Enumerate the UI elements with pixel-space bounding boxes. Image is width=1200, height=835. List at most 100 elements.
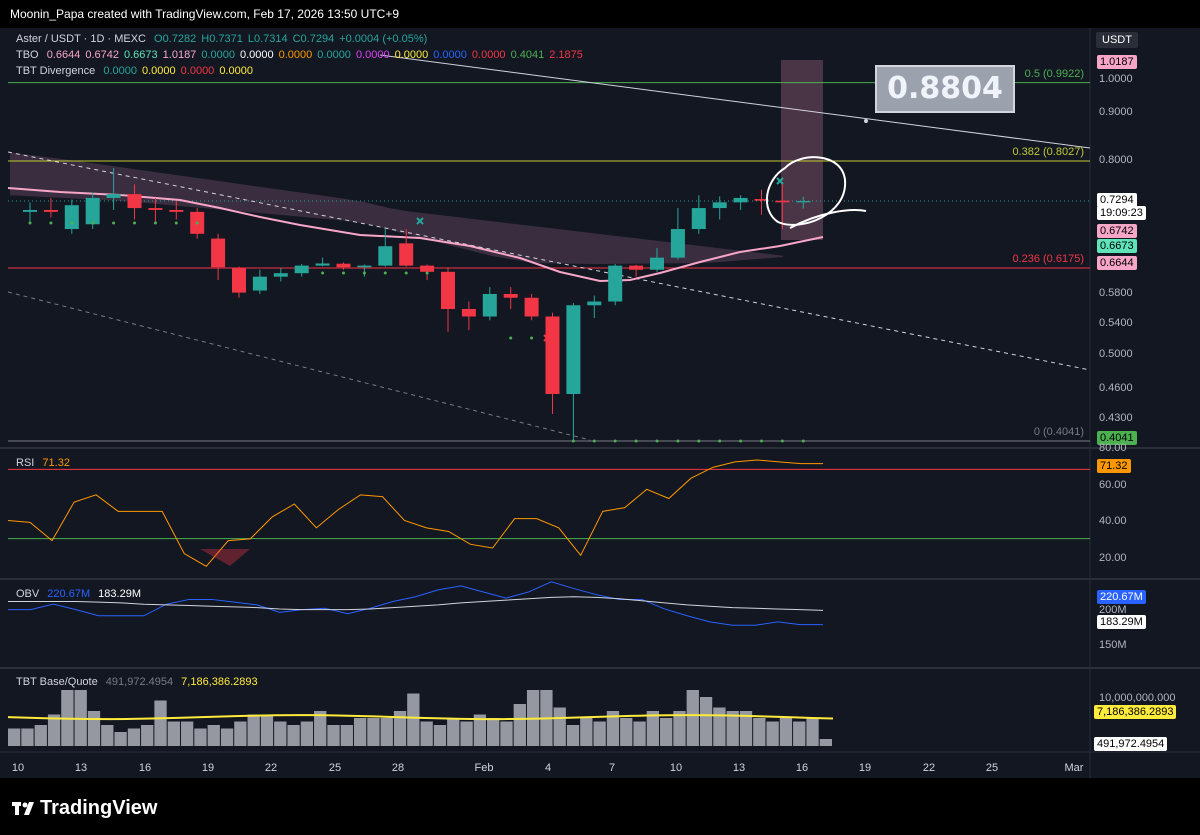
bq-price-label-1: 491,972.4954 (1094, 737, 1168, 751)
volume-bar-49 (660, 718, 673, 746)
candle-body-30 (650, 257, 664, 270)
volume-bar-28 (380, 718, 393, 746)
price-label-5: 0.6644 (1097, 256, 1137, 270)
volume-bar-15 (207, 725, 220, 746)
price-axis-label-3: 0.5800 (1099, 287, 1133, 299)
trendline-resistance (379, 54, 1091, 149)
x-axis-label-0: 10 (11, 762, 25, 774)
volume-bar-61 (819, 739, 832, 746)
volume-bar-13 (180, 721, 194, 746)
price-label-1: 0.7294 (1097, 193, 1137, 207)
bottom-dot-30 (655, 439, 659, 443)
tbo-legend[interactable]: TBO 0.6644 0.6742 0.6673 1.0187 0.0000 0.0000… (16, 49, 593, 61)
obv-legend[interactable]: OBV 220.67M 183.29M (16, 588, 146, 600)
tbo-value-6: 0.0000 (278, 49, 313, 61)
tbo-values: 0.6644 0.6742 0.6673 1.0187 0.0000 0.0000 0.00… (47, 49, 588, 61)
fib-label-1: 0.382 (0.8027) (1012, 146, 1084, 158)
x-axis-label-7: Feb (474, 762, 494, 774)
tbo-value-10: 0.0000 (433, 49, 467, 61)
volume-bar-21 (287, 725, 300, 746)
signal-x-green-1 (416, 217, 424, 225)
support-dot-8 (195, 221, 199, 225)
fib-label-2: 0.236 (0.6175) (1012, 253, 1084, 265)
ohlc-values: O0.7282 H0.7371 L0.7314 C0.7294 +0.0004 (+0.… (154, 33, 432, 45)
candle-body-26 (566, 305, 581, 394)
x-axis-label-14: 22 (922, 762, 936, 774)
symbol-title: Aster / USDT · 1D · MEXC (16, 33, 146, 45)
volume-bar-2 (34, 725, 47, 746)
tbtd-value-3: 0.0000 (219, 65, 253, 77)
currency-badge[interactable]: USDT (1096, 32, 1138, 48)
support-dot-16 (530, 336, 534, 340)
bq-name: TBT Base/Quote (16, 676, 98, 688)
volume-bar-25 (340, 725, 353, 746)
volume-bar-31 (420, 721, 433, 746)
x-axis-label-1: 13 (74, 762, 88, 774)
x-axis-label-10: 10 (669, 762, 683, 774)
obv-value-2: 183.29M (98, 588, 141, 600)
candle-body-36 (775, 200, 790, 203)
volume-bar-23 (314, 711, 327, 746)
volume-bar-9 (127, 728, 141, 746)
tbo-value-8: 0.0000 (355, 49, 390, 61)
chart-canvas[interactable] (0, 0, 1200, 778)
obv-price-label-2: 183.29M (1097, 615, 1146, 629)
candle-body-4 (106, 194, 121, 198)
candle-body-1 (43, 209, 58, 212)
obv-price-label-1: 220.67M (1097, 590, 1146, 604)
candle-body-34 (733, 197, 748, 203)
obv-name: OBV (16, 588, 40, 600)
tbo-fast-line (7, 187, 824, 283)
candle-body-10 (232, 267, 246, 293)
bq-price-label-2: 7,186,386.2893 (1094, 705, 1177, 719)
rsi-legend[interactable]: RSI 71.32 (16, 457, 75, 469)
volume-bar-0 (8, 728, 21, 746)
attribution-text: Moonin_Papa created with TradingView.com… (10, 7, 400, 21)
volume-bar-16 (220, 728, 234, 746)
trendline-dashed-lower (7, 291, 591, 441)
rsi-name: RSI (16, 457, 35, 469)
bottom-dot-31 (676, 439, 680, 443)
rsi-value: 71.32 (42, 457, 70, 469)
bottom-dot-29 (634, 439, 638, 443)
support-dot-3 (91, 221, 95, 225)
candle-body-25 (545, 316, 560, 394)
volume-bar-17 (234, 721, 247, 746)
candle-body-11 (252, 276, 267, 291)
support-dot-1 (49, 221, 53, 225)
support-dot-13 (404, 271, 408, 275)
support-dot-10 (342, 271, 345, 275)
tbo-name: TBO (16, 49, 39, 61)
volume-bar-6 (87, 711, 101, 746)
tbt-bq-legend[interactable]: TBT Base/Quote 491,972.4954 7,186,386.28… (16, 676, 263, 688)
tbt-divergence-legend[interactable]: TBT Divergence 0.0000 0.0000 0.0000 0.0000 (16, 65, 263, 77)
symbol-legend[interactable]: Aster / USDT · 1D · MEXC O0.7282 H0.7371 L… (16, 33, 437, 45)
rsi-axis-label-1: 60.00 (1099, 479, 1127, 491)
candle-body-6 (148, 208, 163, 210)
ohlc-1: H0.7371 (201, 33, 243, 45)
ohlc-2: L0.7314 (247, 33, 288, 45)
volume-bar-57 (766, 721, 779, 746)
volume-bar-36 (487, 718, 500, 746)
volume-bar-60 (806, 718, 819, 746)
candle-body-18 (399, 243, 414, 266)
volume-bar-34 (460, 721, 473, 746)
tbtd-value-1: 0.0000 (142, 65, 176, 77)
bq-value-2: 7,186,386.2893 (181, 676, 258, 688)
price-label-2: 19:09:23 (1097, 206, 1146, 220)
volume-bar-32 (433, 725, 447, 746)
price-callout: 0.8804 (875, 65, 1015, 113)
obv-axis-label-1: 150M (1099, 639, 1127, 651)
rsi-band (8, 467, 1090, 540)
candle-body-22 (482, 294, 497, 317)
volume-bar-24 (327, 725, 340, 746)
candle-body-20 (441, 271, 455, 309)
candle-body-31 (670, 229, 685, 258)
tbtd-value-2: 0.0000 (180, 65, 215, 77)
x-axis-label-6: 28 (391, 762, 405, 774)
bq-axis-label-0: 10,000,000.000 (1099, 692, 1176, 704)
volume-bar-56 (753, 718, 766, 746)
x-axis-label-5: 25 (328, 762, 342, 774)
fib-label-3: 0 (0.4041) (1033, 426, 1084, 438)
volume-bar-55 (739, 711, 753, 746)
